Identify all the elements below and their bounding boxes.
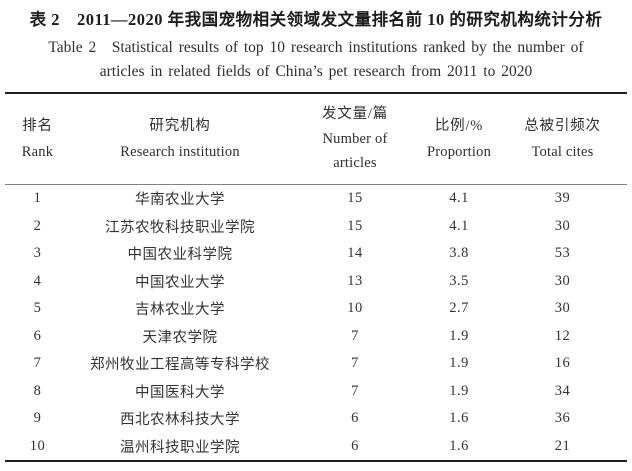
table-top-rule (5, 92, 627, 94)
column-header-institution: 研究机构 Research institution (70, 113, 290, 165)
cell-articles: 13 (347, 272, 363, 289)
table-header-rule (5, 184, 627, 185)
cell-cites: 30 (554, 300, 571, 317)
cell-rank: 4 (33, 272, 42, 289)
table-title-english-line1: Table 2 Statistical results of top 10 re… (48, 39, 584, 56)
cell-articles: 7 (351, 327, 359, 344)
table-row: 4 中国农业大学 13 3.5 30 (5, 268, 627, 296)
column-header-cites: 总被引频次 Total cites (498, 113, 627, 165)
column-header-proportion-en: Proportion (426, 144, 492, 160)
table-title-english: Table 2 Statistical results of top 10 re… (0, 36, 632, 84)
cell-proportion: 1.6 (449, 437, 469, 454)
cell-rank: 1 (33, 190, 42, 207)
cell-cites: 21 (554, 437, 571, 454)
cell-articles: 10 (347, 300, 363, 317)
table-header-row: 排名 Rank 研究机构 Research institution 发文量/篇 … (5, 94, 627, 184)
column-header-articles-en1: Number of (322, 130, 388, 147)
cell-proportion: 1.9 (449, 355, 469, 372)
cell-rank: 2 (33, 217, 42, 234)
table-row: 2 江苏农牧科技职业学院 15 4.1 30 (5, 213, 627, 241)
cell-proportion: 2.7 (449, 300, 469, 317)
cell-cites: 16 (554, 355, 571, 372)
statistics-table: 排名 Rank 研究机构 Research institution 发文量/篇 … (5, 92, 627, 462)
cell-articles: 7 (351, 382, 359, 399)
cell-institution: 中国农业大学 (135, 274, 225, 291)
cell-institution: 江苏农牧科技职业学院 (105, 219, 255, 236)
cell-articles: 14 (347, 245, 363, 262)
column-header-institution-en: Research institution (120, 144, 240, 160)
column-header-institution-zh: 研究机构 (149, 118, 211, 134)
column-header-rank-zh: 排名 (22, 118, 53, 134)
cell-rank: 3 (33, 245, 42, 262)
table-row: 10 温州科技职业学院 6 1.6 21 (5, 433, 627, 461)
cell-proportion: 1.9 (449, 382, 469, 399)
cell-rank: 10 (29, 437, 46, 454)
cell-cites: 30 (554, 217, 571, 234)
cell-rank: 6 (33, 327, 42, 344)
cell-proportion: 1.6 (449, 410, 469, 427)
table-row: 6 天津农学院 7 1.9 12 (5, 323, 627, 351)
cell-proportion: 4.1 (449, 217, 469, 234)
cell-institution: 中国医科大学 (135, 384, 225, 401)
cell-articles: 15 (347, 217, 363, 234)
cell-institution: 西北农林科技大学 (120, 412, 240, 429)
cell-proportion: 3.8 (449, 245, 469, 262)
cell-rank: 8 (33, 382, 42, 399)
cell-articles: 7 (351, 355, 359, 372)
cell-articles: 6 (351, 437, 359, 454)
cell-proportion: 1.9 (449, 327, 469, 344)
cell-rank: 7 (33, 355, 42, 372)
table-row: 3 中国农业科学院 14 3.8 53 (5, 240, 627, 268)
cell-cites: 53 (554, 245, 571, 262)
column-header-rank-en: Rank (21, 144, 54, 160)
column-header-proportion-zh: 比例/% (434, 118, 484, 134)
column-header-proportion: 比例/% Proportion (420, 113, 498, 165)
column-header-cites-en: Total cites (531, 144, 594, 160)
cell-institution: 郑州牧业工程高等专科学校 (90, 357, 270, 374)
cell-cites: 39 (554, 190, 571, 207)
cell-proportion: 3.5 (449, 272, 469, 289)
cell-articles: 15 (347, 190, 363, 207)
table-title-chinese: 表 2 2011—2020 年我国宠物相关领域发文量排名前 10 的研究机构统计… (29, 10, 603, 29)
table-row: 9 西北农林科技大学 6 1.6 36 (5, 405, 627, 433)
cell-cites: 36 (554, 410, 571, 427)
cell-proportion: 4.1 (449, 190, 469, 207)
cell-institution: 吉林农业大学 (135, 302, 225, 319)
table-row: 1 华南农业大学 15 4.1 39 (5, 185, 627, 213)
table-title-english-line2: articles in related fields of China’s pe… (99, 63, 533, 80)
cell-cites: 34 (554, 382, 571, 399)
table-row: 5 吉林农业大学 10 2.7 30 (5, 295, 627, 323)
table-row: 8 中国医科大学 7 1.9 34 (5, 378, 627, 406)
column-header-articles-en2: articles (333, 155, 377, 172)
column-header-cites-zh: 总被引频次 (524, 118, 601, 134)
cell-rank: 9 (33, 410, 42, 427)
cell-articles: 6 (351, 410, 359, 427)
cell-institution: 中国农业科学院 (127, 247, 233, 264)
column-header-rank: 排名 Rank (5, 113, 70, 165)
column-header-articles-zh: 发文量/篇 (321, 106, 389, 123)
column-header-articles: 发文量/篇 Number of articles (290, 102, 420, 176)
table-bottom-rule (5, 460, 627, 462)
cell-institution: 华南农业大学 (135, 192, 225, 209)
table-caption: 表 2 2011—2020 年我国宠物相关领域发文量排名前 10 的研究机构统计… (0, 0, 632, 84)
cell-cites: 12 (554, 327, 571, 344)
cell-institution: 天津农学院 (142, 329, 218, 346)
table-body: 1 华南农业大学 15 4.1 39 2 江苏农牧科技职业学院 15 4.1 3… (5, 185, 627, 460)
table-row: 7 郑州牧业工程高等专科学校 7 1.9 16 (5, 350, 627, 378)
cell-institution: 温州科技职业学院 (120, 439, 240, 456)
cell-rank: 5 (33, 300, 42, 317)
cell-cites: 30 (554, 272, 571, 289)
